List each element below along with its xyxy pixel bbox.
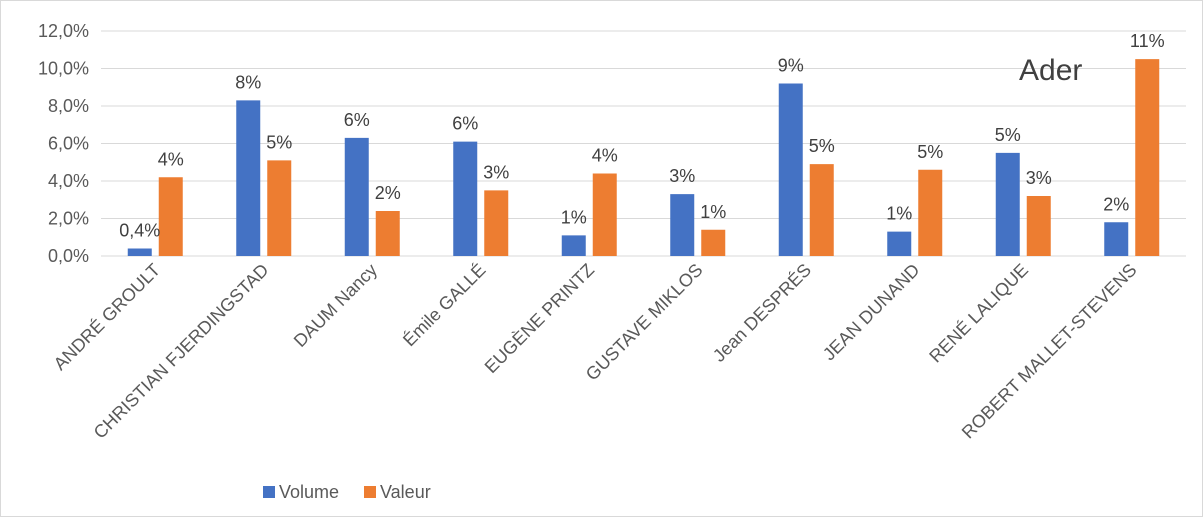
data-label: 3% — [483, 162, 509, 182]
x-category-label: CHRISTIAN FJERDINGSTAD — [90, 260, 273, 443]
data-label: 1% — [700, 202, 726, 222]
y-axis-ticks: 0,0% 2,0% 4,0% 6,0% 8,0% 10,0% 12,0% — [38, 21, 89, 266]
legend-swatch-volume — [263, 486, 275, 498]
y-tick-label: 0,0% — [48, 246, 89, 266]
x-category-label: RENÉ LALIQUE — [925, 260, 1032, 367]
bar-volume — [1104, 222, 1129, 256]
x-category-label: ROBERT MALLET-STEVENS — [958, 260, 1141, 443]
data-label: 5% — [266, 132, 292, 152]
y-tick-label: 10,0% — [38, 59, 89, 79]
bar-valeur — [1135, 59, 1160, 256]
chart-annotation: Ader — [1019, 54, 1082, 87]
y-tick-label: 2,0% — [48, 209, 89, 229]
x-category-label: ANDRÉ GROULT — [50, 260, 164, 374]
bar-valeur — [375, 211, 400, 256]
bar-volume — [236, 100, 261, 256]
legend-label-volume: Volume — [279, 482, 339, 502]
y-tick-label: 8,0% — [48, 96, 89, 116]
legend: Volume Valeur — [263, 482, 431, 502]
legend-label-valeur: Valeur — [380, 482, 431, 502]
data-labels: 0,4%4%8%5%6%2%6%3%1%4%3%1%9%5%1%5%5%3%2%… — [119, 31, 1164, 240]
bar-valeur — [809, 164, 834, 256]
bar-volume — [561, 235, 586, 256]
y-tick-label: 4,0% — [48, 171, 89, 191]
data-label: 2% — [1103, 194, 1129, 214]
data-label: 2% — [375, 183, 401, 203]
data-label: 5% — [917, 142, 943, 162]
data-label: 6% — [452, 114, 478, 134]
data-label: 3% — [1026, 168, 1052, 188]
data-label: 5% — [809, 136, 835, 156]
x-category-label: DAUM Nancy — [290, 260, 381, 351]
data-label: 1% — [886, 204, 912, 224]
x-category-label: EUGÈNE PRINTZ — [481, 260, 598, 377]
data-label: 1% — [561, 207, 587, 227]
bar-valeur — [158, 177, 183, 256]
data-label: 3% — [669, 166, 695, 186]
bar-volume — [670, 194, 695, 256]
data-label: 9% — [778, 56, 804, 76]
bar-valeur — [267, 160, 292, 256]
bar-volume — [453, 141, 478, 256]
bar-valeur — [701, 229, 726, 256]
data-label: 4% — [158, 149, 184, 169]
bar-valeur — [1026, 196, 1051, 256]
data-label: 11% — [1130, 31, 1165, 51]
x-category-label: Jean DESPRÉS — [709, 260, 815, 366]
bar-valeur — [484, 190, 509, 256]
bar-volume — [778, 83, 803, 256]
bar-valeur — [918, 169, 943, 256]
data-label: 0,4% — [119, 221, 160, 241]
data-label: 6% — [344, 110, 370, 130]
bar-volume — [127, 248, 152, 256]
data-label: 8% — [235, 72, 261, 92]
bar-volume — [995, 152, 1020, 256]
y-tick-label: 6,0% — [48, 134, 89, 154]
bar-volume — [344, 137, 369, 256]
data-label: 4% — [592, 146, 618, 166]
x-category-label: GUSTAVE MIKLOS — [582, 260, 707, 385]
bar-valeur — [592, 173, 617, 256]
legend-swatch-valeur — [364, 486, 376, 498]
bar-volume — [887, 231, 912, 256]
data-label: 5% — [995, 125, 1021, 145]
bars — [127, 59, 1160, 256]
x-category-label: Émile GALLÉ — [399, 260, 490, 351]
x-category-label: JEAN DUNAND — [819, 260, 924, 365]
y-tick-label: 12,0% — [38, 21, 89, 41]
